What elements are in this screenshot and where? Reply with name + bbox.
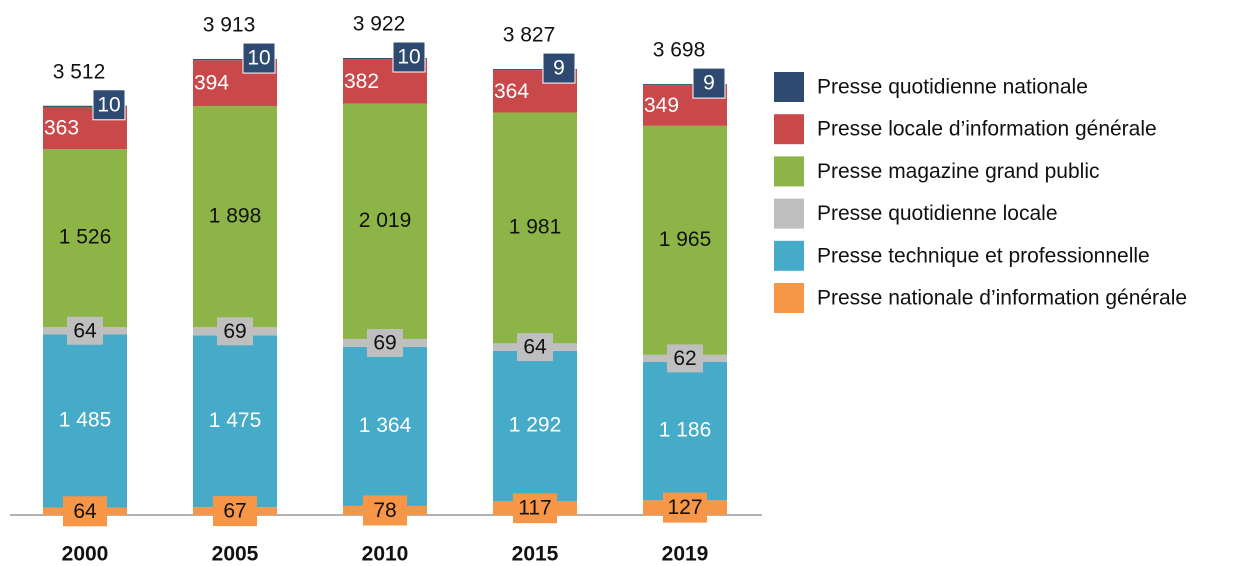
x-tick-label: 2015 [512,543,559,566]
data-label: 69 [223,320,246,343]
label-box [363,495,407,526]
data-label: 117 [518,497,551,520]
total-label: 3 827 [503,24,556,47]
data-label: 62 [673,347,696,370]
data-label: 1 485 [59,409,112,432]
legend-label: Presse locale d’information générale [817,118,1157,141]
data-label: 349 [644,94,679,117]
bar-segment [193,106,277,328]
label-box [217,317,253,346]
bar-segment [643,125,727,355]
data-label: 1 475 [209,409,262,432]
bar-segment [193,335,277,508]
bar-segment [43,105,127,107]
total-label: 3 913 [203,14,256,37]
label-box [542,52,576,84]
legend-swatch [774,198,804,229]
label-box [242,42,276,74]
data-label: 10 [247,47,270,70]
data-label: 2 019 [359,209,412,232]
legend-swatch [774,72,804,102]
legend-swatch [774,240,804,271]
label-box [392,41,426,73]
data-label: 1 898 [209,204,262,227]
data-label: 64 [73,319,97,342]
data-label: 67 [223,500,246,523]
data-label: 10 [97,93,120,116]
data-label: 1 292 [509,414,562,437]
total-label: 3 698 [653,39,706,62]
legend-label: Presse nationale d’information générale [817,287,1187,310]
label-box [92,89,126,121]
data-label: 9 [703,72,715,95]
bar-segment [193,59,277,61]
label-box [367,328,403,357]
data-label: 1 965 [659,228,712,251]
x-tick-label: 2005 [212,543,259,566]
bar-segment [643,84,727,86]
data-label: 382 [344,70,379,93]
x-tick-label: 2010 [362,543,409,566]
data-label: 9 [553,57,565,80]
bar-segment [43,149,127,328]
bar-segment [343,103,427,339]
legend-label: Presse quotidienne locale [817,202,1058,225]
data-label: 69 [373,332,396,355]
bar-segment [343,346,427,506]
data-label: 78 [373,499,396,522]
total-label: 3 922 [353,13,406,36]
label-box [63,496,107,527]
legend-label: Presse technique et professionnelle [817,244,1150,267]
label-box [67,316,103,345]
label-box [663,492,707,523]
x-tick-label: 2019 [662,543,709,566]
legend-label: Presse magazine grand public [817,160,1100,183]
data-label: 363 [44,117,79,140]
label-box [517,333,553,362]
total-label: 3 512 [53,60,106,83]
data-label: 1 186 [659,419,712,442]
label-box [213,496,257,527]
data-label: 1 364 [359,414,412,437]
data-label: 10 [397,46,420,69]
bar-segment [493,69,577,71]
legend-label: Presse quotidienne nationale [817,76,1088,99]
data-label: 394 [194,72,229,95]
legend-swatch [774,114,804,145]
data-label: 364 [494,80,529,103]
legend-swatch [774,156,804,187]
data-label: 1 981 [509,215,562,238]
data-label: 1 526 [59,226,112,249]
data-label: 127 [667,496,702,519]
legend-swatch [774,283,804,313]
bar-segment [643,362,727,501]
label-box [692,67,726,99]
bar-segment [493,350,577,502]
data-label: 64 [73,500,97,523]
bar-segment [43,334,127,508]
bar-segment [343,58,427,60]
data-label: 64 [523,336,547,359]
label-box [513,493,557,524]
bar-segment [493,112,577,344]
label-box [667,344,703,373]
x-tick-label: 2000 [62,543,109,566]
